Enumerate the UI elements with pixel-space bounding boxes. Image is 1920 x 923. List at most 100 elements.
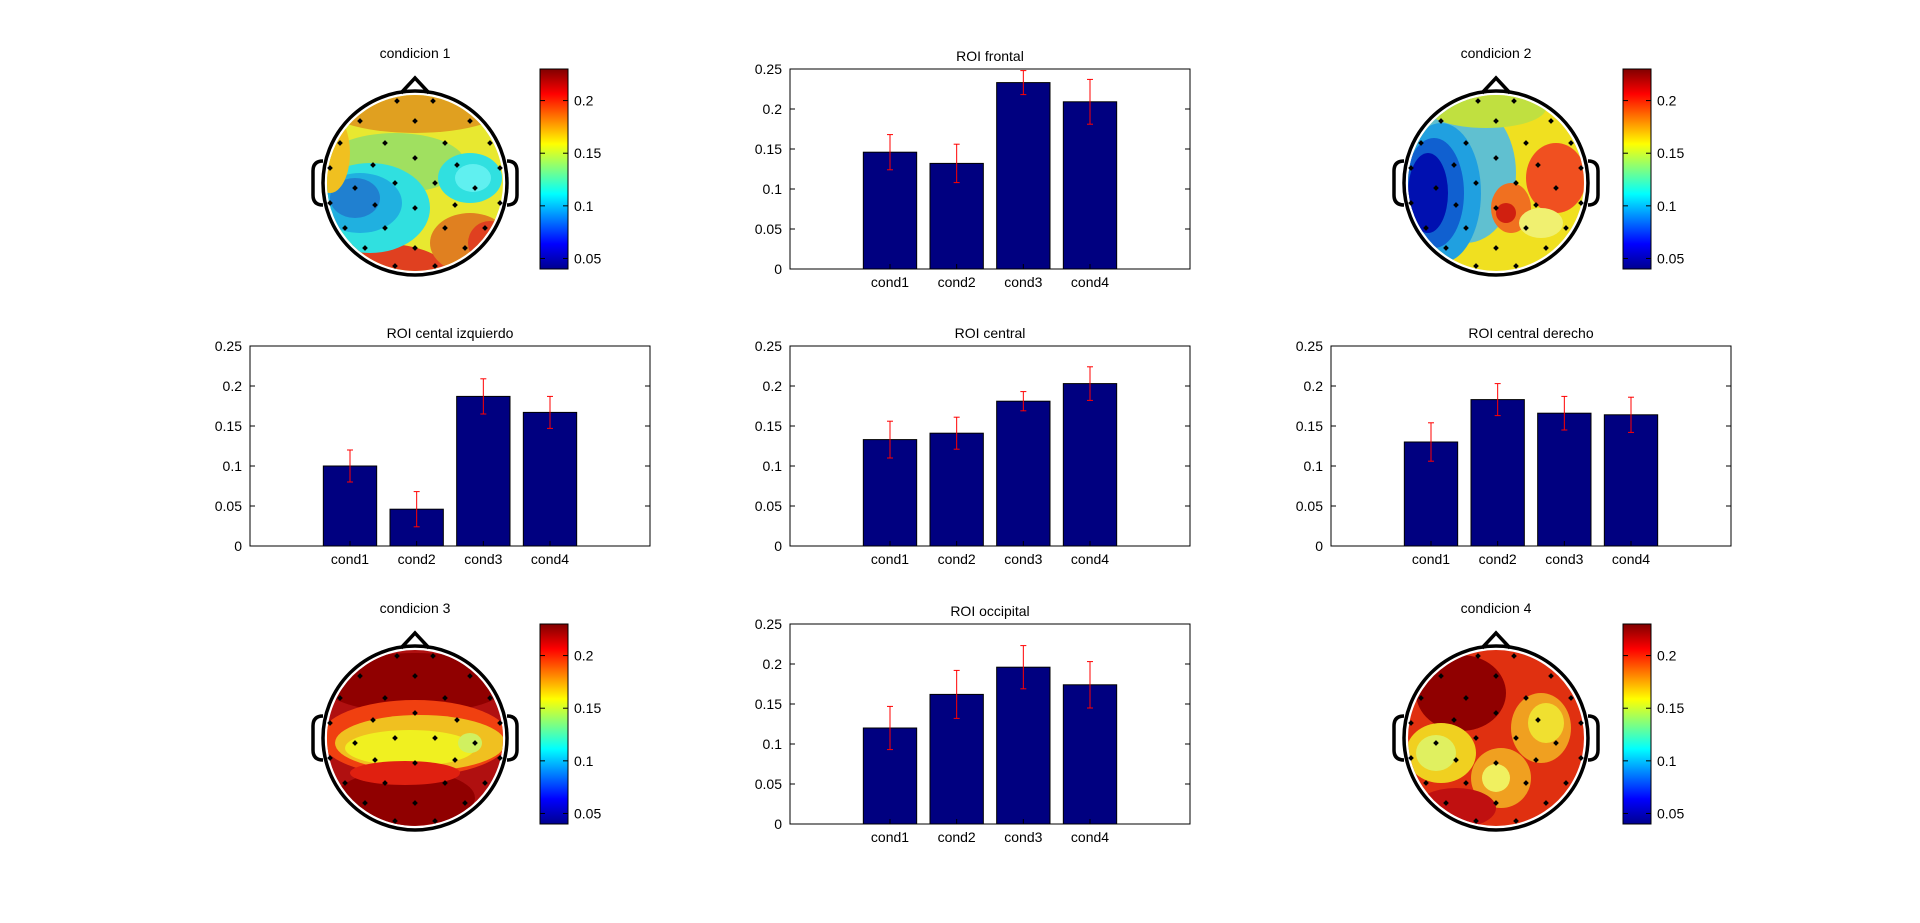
x-tick-label: cond2: [1479, 551, 1517, 567]
y-tick-label: 0.2: [763, 101, 783, 117]
x-tick-label: cond1: [871, 551, 909, 567]
y-tick-label: 0.05: [755, 498, 782, 514]
electrode-marker: [1493, 673, 1499, 679]
y-tick-label: 0.2: [1304, 378, 1324, 394]
error-bar-cond1: [887, 705, 893, 751]
plot-area: [789, 345, 1191, 547]
electrode-marker: [1408, 755, 1414, 761]
error-bar-cond2: [953, 669, 960, 719]
electrode-marker: [467, 673, 473, 679]
electrode-marker: [1451, 162, 1457, 168]
bar-chart-roi-central-derecho: ROI central derecho 0 0.05 0.1 0.15 0.2 0.25 co…: [1296, 325, 1732, 567]
y-tick-label: 0.1: [763, 736, 783, 752]
error-bar-cond1: [1428, 422, 1434, 462]
electrode-marker: [454, 717, 460, 723]
electrode-marker: [1463, 695, 1469, 701]
y-tick-label: 0: [1315, 538, 1323, 554]
bar-cond2: [1470, 399, 1525, 547]
y-tick-label: 0.25: [215, 338, 242, 354]
error-bar-cond4: [1628, 396, 1634, 433]
electrode-marker: [1451, 717, 1457, 723]
electrode-marker: [1408, 200, 1414, 206]
electrode-marker: [1463, 225, 1469, 231]
y-tick-label: 0.05: [1296, 498, 1323, 514]
error-bar-cond3: [1561, 395, 1568, 431]
error-bar-cond3: [480, 378, 487, 415]
y-tick-label: 0.05: [755, 221, 782, 237]
y-tick-label: 0.15: [215, 418, 242, 434]
electrode-marker: [1523, 140, 1529, 146]
electrode-marker: [1493, 205, 1499, 211]
electrode-marker: [1463, 780, 1469, 786]
electrode-marker: [1443, 800, 1449, 806]
electrode-marker: [412, 710, 418, 716]
electrode-marker: [1473, 735, 1479, 741]
x-tick-label: cond3: [1004, 551, 1042, 567]
electrode-marker: [472, 740, 478, 746]
topoplot-title: condicion 3: [380, 600, 451, 616]
x-tick-label: cond3: [1545, 551, 1583, 567]
electrode-marker: [1475, 653, 1481, 659]
electrode-marker: [1543, 800, 1549, 806]
electrode-marker: [1493, 710, 1499, 716]
topoplot-condicion-2: condicion 2: [1392, 45, 1600, 277]
bar-cond4: [1062, 383, 1118, 547]
electrode-marker: [1563, 780, 1569, 786]
x-tick-label: cond4: [1071, 829, 1109, 845]
colorbar-tick-label: 0.15: [1657, 700, 1684, 716]
x-tick-label: cond2: [398, 551, 436, 567]
electrode-marker: [1418, 140, 1424, 146]
electrode-marker: [1475, 98, 1481, 104]
y-tick-label: 0: [774, 261, 782, 277]
electrode-marker: [1513, 263, 1519, 269]
colorbar-scale: [539, 623, 569, 825]
bar-chart-roi-cental-izquierdo: ROI cental izquierdo 0 0.05 0.1 0.15 0.2 0.25 c…: [215, 325, 651, 567]
electrode-marker: [1438, 118, 1444, 124]
plot-area: [789, 623, 1191, 825]
x-tick-label: cond2: [938, 829, 976, 845]
y-tick-label: 0.1: [763, 181, 783, 197]
electrode-marker: [1535, 717, 1541, 723]
error-bar-cond2: [953, 416, 960, 450]
chart-title: ROI cental izquierdo: [387, 325, 514, 341]
colorbar-tick-label: 0.1: [574, 198, 594, 214]
electrode-marker: [1418, 695, 1424, 701]
bar-chart-roi-occipital: ROI occipital 0 0.05 0.1 0.15 0.2 0.25 cond1 con…: [755, 603, 1191, 845]
bar-chart-roi-central: ROI central 0 0.05 0.1 0.15 0.2 0.25 cond1 cond2…: [755, 325, 1191, 567]
electrode-marker: [1578, 720, 1584, 726]
y-tick-label: 0.1: [1304, 458, 1324, 474]
y-tick-label: 0.1: [763, 458, 783, 474]
x-tick-label: cond1: [871, 274, 909, 290]
electrode-marker: [1523, 780, 1529, 786]
plot-area: [789, 68, 1191, 270]
x-tick-label: cond2: [938, 274, 976, 290]
electrode-marker: [1493, 118, 1499, 124]
electrode-markers: [1408, 98, 1584, 269]
bar-cond4: [1603, 414, 1659, 547]
colorbar-scale: [1622, 68, 1652, 270]
electrode-marker: [1578, 200, 1584, 206]
error-bar-cond3: [1020, 391, 1027, 412]
electrode-marker: [392, 735, 398, 741]
bar-cond4: [1062, 101, 1118, 270]
y-tick-label: 0.25: [755, 338, 782, 354]
electrode-marker: [1423, 780, 1429, 786]
electrode-marker: [430, 653, 436, 659]
error-bar-cond1: [347, 449, 353, 483]
electrode-marker: [327, 755, 333, 761]
x-tick-label: cond4: [1071, 274, 1109, 290]
x-tick-label: cond4: [1612, 551, 1650, 567]
electrode-marker: [1523, 695, 1529, 701]
scalp-map: [327, 650, 503, 826]
electrode-marker: [1473, 263, 1479, 269]
error-bar-cond3: [1020, 70, 1027, 96]
error-bar-cond4: [1087, 78, 1093, 125]
scalp-map: [1408, 95, 1584, 271]
electrode-marker: [1543, 245, 1549, 251]
electrode-marker: [432, 735, 438, 741]
y-tick-label: 0.15: [1296, 418, 1323, 434]
electrode-marker: [382, 695, 388, 701]
y-tick-label: 0: [774, 538, 782, 554]
colorbar-tick-label: 0.05: [574, 805, 601, 821]
colorbar-scale: [539, 68, 569, 270]
